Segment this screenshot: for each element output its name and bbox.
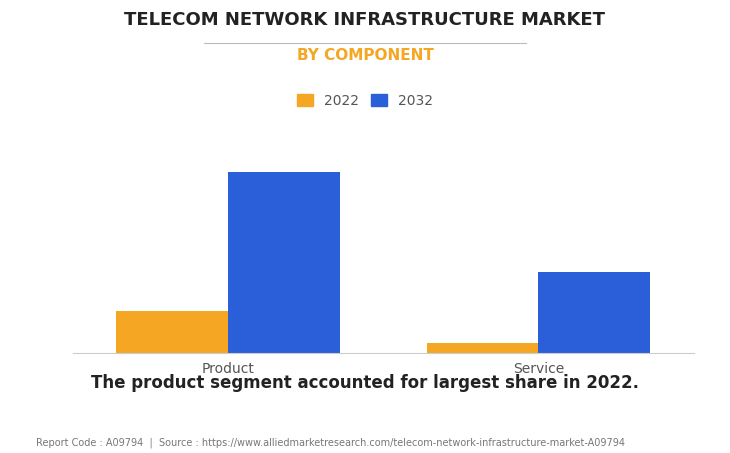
Text: Report Code : A09794  |  Source : https://www.alliedmarketresearch.com/telecom-n: Report Code : A09794 | Source : https://…	[36, 438, 626, 448]
Bar	[228, 172, 340, 353]
Bar	[427, 342, 539, 353]
Bar	[539, 272, 650, 353]
Text: BY COMPONENT: BY COMPONENT	[296, 48, 434, 63]
Text: The product segment accounted for largest share in 2022.: The product segment accounted for larges…	[91, 374, 639, 392]
Bar	[117, 311, 228, 353]
Legend: 2022, 2032: 2022, 2032	[291, 88, 439, 114]
Text: TELECOM NETWORK INFRASTRUCTURE MARKET: TELECOM NETWORK INFRASTRUCTURE MARKET	[125, 11, 605, 29]
